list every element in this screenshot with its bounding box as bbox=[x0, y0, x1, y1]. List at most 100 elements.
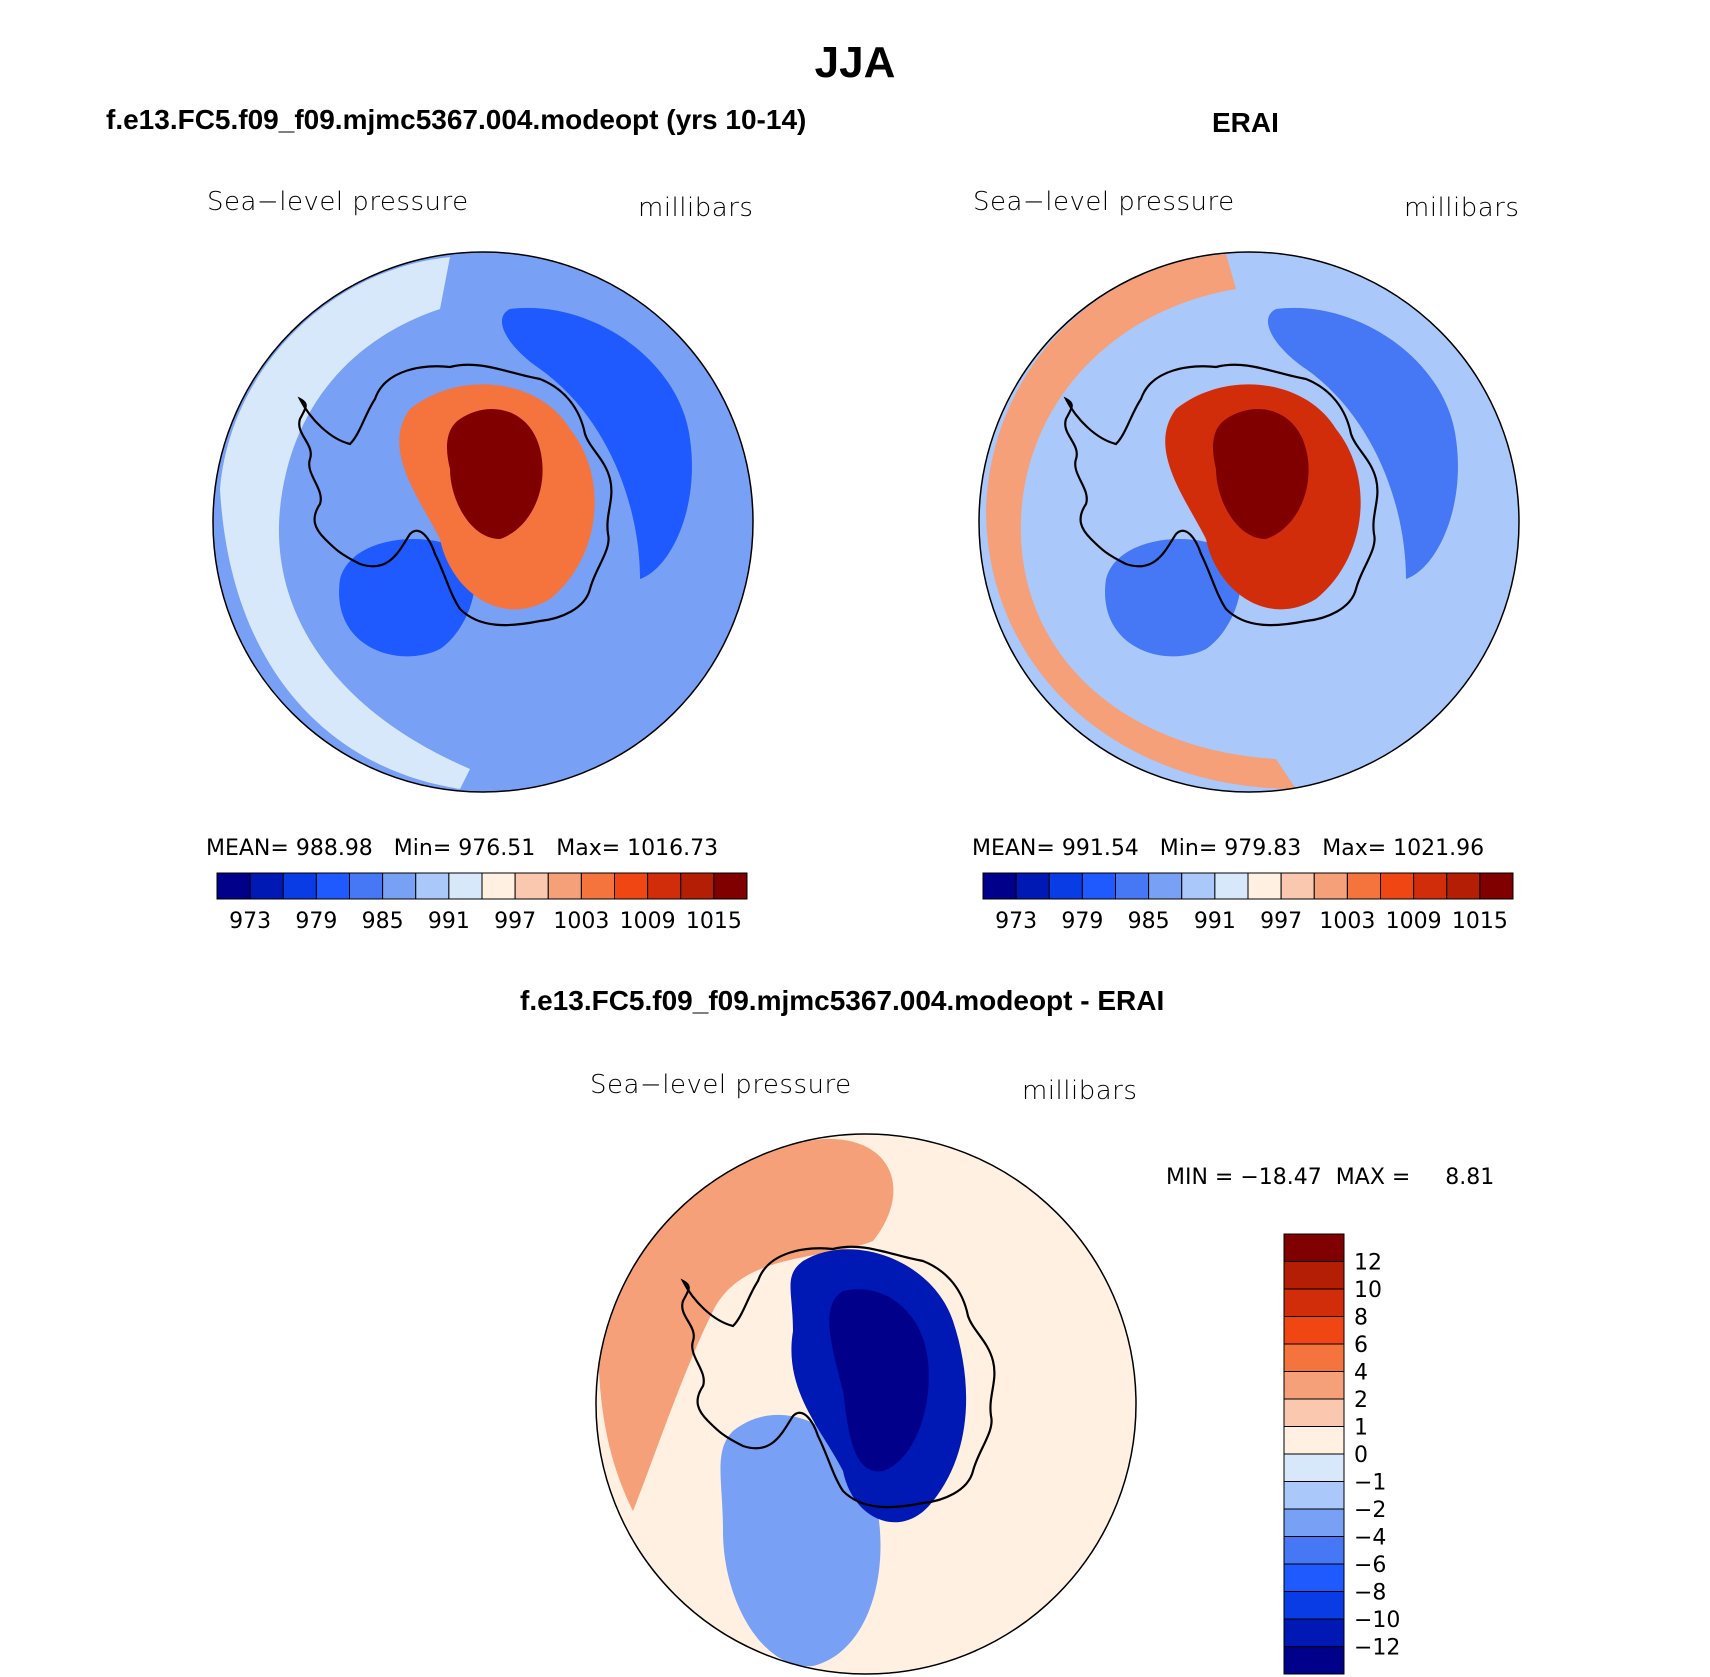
figure-title: JJA bbox=[814, 38, 896, 87]
panel-3-title: f.e13.FC5.f09_f09.mjmc5367.004.modeopt -… bbox=[520, 985, 1165, 1016]
colorbar-swatch bbox=[1283, 1343, 1345, 1372]
contour-region-interior-min bbox=[829, 1289, 929, 1472]
colorbar-swatch bbox=[1280, 872, 1315, 900]
colorbar-swatch bbox=[1313, 872, 1348, 900]
colorbar-tick-label: 1015 bbox=[1452, 909, 1508, 934]
panel-2-stats: MEAN= 991.54 Min= 979.83 Max= 1021.96 bbox=[972, 836, 1484, 861]
mean-value: 991.54 bbox=[1061, 836, 1139, 861]
max-label: Max= bbox=[1322, 836, 1387, 861]
colorbar-tick-label: 997 bbox=[494, 909, 536, 934]
colorbar-tick-label: −6 bbox=[1354, 1553, 1386, 1578]
min-value: −18.47 bbox=[1240, 1165, 1322, 1190]
colorbar-swatch bbox=[1283, 1618, 1345, 1647]
contour-region-Pacific-positive bbox=[598, 1138, 894, 1511]
colorbar-tick-label: 1003 bbox=[553, 909, 609, 934]
colorbar-swatch bbox=[448, 872, 483, 900]
colorbar-swatch bbox=[614, 872, 649, 900]
colorbar-swatch bbox=[580, 872, 615, 900]
colorbar-swatch bbox=[1283, 1591, 1345, 1620]
colorbar-tick-label: 0 bbox=[1354, 1443, 1368, 1468]
contour-region-interior-high bbox=[1213, 409, 1309, 539]
mean-label: MEAN= bbox=[206, 836, 289, 861]
colorbar-tick-label: 973 bbox=[229, 909, 271, 934]
panel-1-variable: Sea−level pressure bbox=[207, 187, 469, 217]
colorbar-tick-label: 12 bbox=[1354, 1251, 1382, 1276]
colorbar-swatch bbox=[647, 872, 682, 900]
antarctica-coastline bbox=[680, 1245, 996, 1509]
mean-label: MEAN= bbox=[972, 836, 1055, 861]
min-value: 976.51 bbox=[458, 836, 536, 861]
colorbar-swatch bbox=[1081, 872, 1116, 900]
colorbar-swatch bbox=[1283, 1563, 1345, 1592]
map-boundary bbox=[212, 251, 754, 793]
colorbar-tick-label: 1015 bbox=[686, 909, 742, 934]
min-label: MIN = bbox=[1166, 1165, 1234, 1190]
colorbar-tick-label: 985 bbox=[1128, 909, 1170, 934]
min-label: Min= bbox=[393, 836, 452, 861]
colorbar-tick-label: 973 bbox=[995, 909, 1037, 934]
min-label: Min= bbox=[1159, 836, 1218, 861]
colorbar-tick-label: 8 bbox=[1354, 1306, 1368, 1331]
colorbar-swatch bbox=[1283, 1646, 1345, 1675]
colorbar-tick-label: −4 bbox=[1354, 1526, 1386, 1551]
antarctica-coastline bbox=[297, 363, 613, 627]
colorbar-tick-label: −2 bbox=[1354, 1498, 1386, 1523]
colorbar-swatch bbox=[982, 872, 1017, 900]
colorbar-swatch bbox=[1446, 872, 1481, 900]
colorbar-swatch bbox=[1181, 872, 1216, 900]
max-value: 1021.96 bbox=[1393, 836, 1485, 861]
polar-map-erai bbox=[978, 251, 1520, 793]
colorbar-swatch bbox=[547, 872, 582, 900]
colorbar-swatch bbox=[713, 872, 748, 900]
colorbar-tick-label: 991 bbox=[428, 909, 470, 934]
colorbar-swatch bbox=[1283, 1371, 1345, 1400]
panel-2-units: millibars bbox=[1404, 193, 1520, 223]
colorbar-swatch bbox=[1015, 872, 1050, 900]
max-label: MAX = bbox=[1335, 1165, 1411, 1190]
colorbar-swatch bbox=[1148, 872, 1183, 900]
colorbar-model: 973 979 985 991 997 1003 1009 1015 bbox=[216, 872, 748, 934]
max-value: 8.81 bbox=[1445, 1165, 1495, 1190]
panel-3-stats: MIN = −18.47 MAX = 8.81 bbox=[1166, 1165, 1494, 1190]
colorbar-tick-label: 1003 bbox=[1319, 909, 1375, 934]
colorbar-swatch bbox=[1283, 1508, 1345, 1537]
min-value: 979.83 bbox=[1224, 836, 1302, 861]
panel-2-title: ERAI bbox=[1212, 107, 1279, 138]
colorbar-tick-label: 2 bbox=[1354, 1388, 1368, 1413]
contour-region-outer-ring bbox=[986, 254, 1296, 789]
colorbar-tick-label: 10 bbox=[1354, 1278, 1382, 1303]
panel-1-units: millibars bbox=[638, 193, 754, 223]
colorbar-swatch bbox=[282, 872, 317, 900]
colorbar-swatch bbox=[249, 872, 284, 900]
colorbar-tick-label: −10 bbox=[1354, 1608, 1400, 1633]
colorbar-tick-label: 1009 bbox=[1386, 909, 1442, 934]
colorbar-swatch bbox=[680, 872, 715, 900]
colorbar-tick-label: −12 bbox=[1354, 1636, 1400, 1661]
colorbar-swatch bbox=[382, 872, 417, 900]
colorbar-swatch bbox=[415, 872, 450, 900]
colorbar-swatch bbox=[1283, 1233, 1345, 1262]
colorbar-swatch bbox=[1283, 1398, 1345, 1427]
polar-map-difference bbox=[595, 1133, 1137, 1675]
colorbar-swatch bbox=[1214, 872, 1249, 900]
colorbar-swatch bbox=[349, 872, 384, 900]
panel-3-units: millibars bbox=[1022, 1076, 1138, 1106]
colorbar-swatch bbox=[1283, 1426, 1345, 1455]
colorbar-swatch bbox=[1283, 1316, 1345, 1345]
antarctica-coastline bbox=[1063, 363, 1379, 627]
panel-2-variable: Sea−level pressure bbox=[973, 187, 1235, 217]
colorbar-swatch bbox=[1283, 1481, 1345, 1510]
colorbar-swatch bbox=[1247, 872, 1282, 900]
colorbar-erai: 973 979 985 991 997 1003 1009 1015 bbox=[982, 872, 1514, 934]
panel-1-title: f.e13.FC5.f09_f09.mjmc5367.004.modeopt (… bbox=[106, 104, 807, 135]
colorbar-swatch bbox=[1380, 872, 1415, 900]
max-label: Max= bbox=[556, 836, 621, 861]
colorbar-swatch bbox=[1048, 872, 1083, 900]
colorbar-tick-label: 997 bbox=[1260, 909, 1302, 934]
panel-3-variable: Sea−level pressure bbox=[590, 1070, 852, 1100]
colorbar-tick-label: −8 bbox=[1354, 1581, 1386, 1606]
colorbar-swatch bbox=[1413, 872, 1448, 900]
colorbar-swatch bbox=[481, 872, 516, 900]
colorbar-swatch bbox=[1283, 1536, 1345, 1565]
contour-region-Pacific-ocean-west bbox=[220, 257, 470, 789]
